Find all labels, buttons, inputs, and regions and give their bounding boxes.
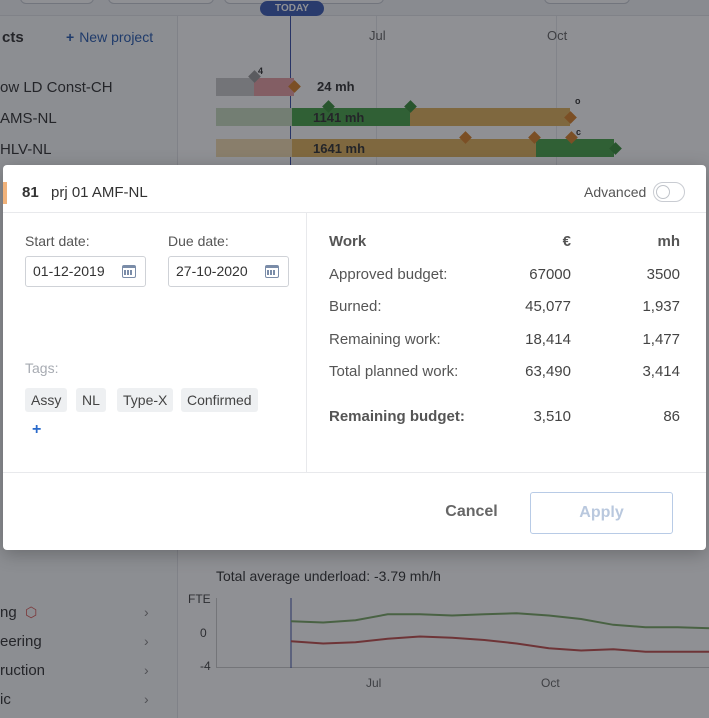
month-gridline xyxy=(556,16,557,166)
due-date-value: 27-10-2020 xyxy=(176,263,248,279)
apply-button[interactable]: Apply xyxy=(530,492,673,534)
row-label: Burned: xyxy=(329,298,382,315)
nav-item[interactable]: ic xyxy=(0,691,11,708)
month-label: Oct xyxy=(547,28,568,43)
budget-summary-table: Work € mh Approved budget: 67000 3500 Bu… xyxy=(308,213,706,472)
nav-item[interactable]: eering xyxy=(0,633,42,650)
row-label: Total planned work: xyxy=(329,363,459,380)
advanced-toggle[interactable] xyxy=(653,182,685,202)
chart-ytick: 0 xyxy=(200,626,207,640)
dialog-footer: Cancel Apply xyxy=(3,472,706,550)
gantt-bar[interactable] xyxy=(216,139,292,157)
gantt-bar[interactable] xyxy=(216,78,254,96)
tag-chip[interactable]: Assy xyxy=(25,388,68,412)
today-badge: TODAY xyxy=(260,1,324,16)
chart-xtick: Jul xyxy=(366,676,382,690)
fte-series-line-0 xyxy=(290,612,709,630)
gantt-bar[interactable] xyxy=(254,78,294,96)
row-label: Remaining work: xyxy=(329,331,441,348)
chevron-right-icon[interactable]: › xyxy=(144,691,149,707)
project-name: prj 01 AMF-NL xyxy=(51,184,148,201)
projects-heading: cts xyxy=(2,29,24,46)
remaining-budget-label: Remaining budget: xyxy=(329,408,465,425)
table-header-eur: € xyxy=(562,233,571,250)
bar-hours-label: 1141 mh xyxy=(313,110,365,125)
row-mh-value: 3,414 xyxy=(642,363,680,380)
due-date-field[interactable]: 27-10-2020 xyxy=(168,256,289,287)
milestone-label: c xyxy=(576,127,582,137)
dates-and-tags-pane: Start date: 01-12-2019 Due date: 27-10-2… xyxy=(3,213,307,472)
fte-chart xyxy=(216,598,709,668)
milestone-label: o xyxy=(575,96,581,106)
chart-xtick: Oct xyxy=(541,676,560,690)
gantt-bar[interactable] xyxy=(292,139,536,157)
row-mh-value: 1,937 xyxy=(642,298,680,315)
underload-summary: Total average underload: -3.79 mh/h xyxy=(216,568,441,584)
fte-chart-svg xyxy=(290,598,709,668)
new-project-link[interactable]: + New project xyxy=(66,29,153,45)
nav-item[interactable]: ng xyxy=(0,604,17,621)
row-eur-value: 45,077 xyxy=(525,298,571,315)
row-eur-value: 18,414 xyxy=(525,331,571,348)
chart-ytick: -4 xyxy=(200,659,211,673)
table-header-work: Work xyxy=(329,233,367,250)
project-row-label[interactable]: ow LD Const-CH xyxy=(0,79,113,96)
gantt-bar[interactable] xyxy=(410,108,570,126)
start-date-field[interactable]: 01-12-2019 xyxy=(25,256,146,287)
row-label: Approved budget: xyxy=(329,266,448,283)
chart-ylabel: FTE xyxy=(188,592,211,606)
start-date-value: 01-12-2019 xyxy=(33,263,105,279)
project-color-strip xyxy=(3,182,7,204)
new-project-label: New project xyxy=(79,29,154,45)
calendar-icon[interactable] xyxy=(122,265,136,278)
row-eur-value: 63,490 xyxy=(525,363,571,380)
project-row-label[interactable]: HLV-NL xyxy=(0,141,52,158)
fte-series-line-1 xyxy=(290,635,709,653)
calendar-icon[interactable] xyxy=(265,265,279,278)
row-mh-value: 3500 xyxy=(646,266,680,283)
package-icon: ⬡ xyxy=(25,604,38,620)
project-id: 81 xyxy=(22,184,39,201)
milestone-label: 4 xyxy=(258,66,264,76)
chevron-right-icon[interactable]: › xyxy=(144,633,149,649)
table-header-mh: mh xyxy=(657,233,681,250)
plus-icon: + xyxy=(66,29,75,45)
month-gridline xyxy=(376,16,377,166)
remaining-budget-mh: 86 xyxy=(663,408,680,425)
advanced-label: Advanced xyxy=(584,184,647,200)
start-date-label: Start date: xyxy=(25,233,90,249)
dialog-header: 81 prj 01 AMF-NL Advanced xyxy=(3,165,706,213)
due-date-label: Due date: xyxy=(168,233,229,249)
remaining-budget-eur: 3,510 xyxy=(533,408,571,425)
bar-hours-label: 24 mh xyxy=(317,79,355,94)
row-mh-value: 1,477 xyxy=(642,331,680,348)
toggle-knob xyxy=(656,185,670,199)
tag-chip[interactable]: NL xyxy=(76,388,106,412)
gantt-bar[interactable] xyxy=(292,108,410,126)
edit-project-dialog: 81 prj 01 AMF-NL Advanced Start date: 01… xyxy=(3,165,706,550)
tags-label: Tags: xyxy=(25,360,59,376)
cancel-button[interactable]: Cancel xyxy=(439,500,504,524)
chevron-right-icon[interactable]: › xyxy=(144,604,149,620)
nav-item[interactable]: ruction xyxy=(0,662,46,679)
project-row-label[interactable]: AMS-NL xyxy=(0,110,57,127)
add-tag-button[interactable]: + xyxy=(32,421,42,438)
chevron-right-icon[interactable]: › xyxy=(144,662,149,678)
tag-chip[interactable]: Type-X xyxy=(117,388,174,412)
gantt-bar[interactable] xyxy=(216,108,292,126)
row-eur-value: 67000 xyxy=(529,266,571,283)
tag-chip[interactable]: Confirmed xyxy=(181,388,258,412)
gantt-bar[interactable] xyxy=(536,139,614,157)
bar-hours-label: 1641 mh xyxy=(313,141,366,156)
month-label: Jul xyxy=(369,28,386,43)
